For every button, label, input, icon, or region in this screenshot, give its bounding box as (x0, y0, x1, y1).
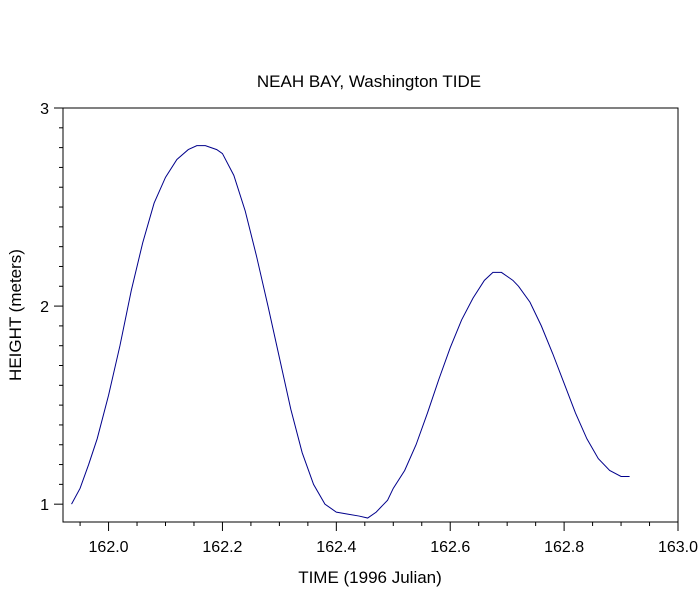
x-tick-label: 162.4 (316, 539, 356, 556)
x-tick-label: 162.2 (202, 539, 242, 556)
y-tick-label: 2 (40, 299, 49, 316)
x-tick-label: 162.6 (430, 539, 470, 556)
y-axis-label: HEIGHT (meters) (6, 249, 25, 381)
x-tick-label: 162.8 (544, 539, 584, 556)
plot-frame (62, 107, 679, 523)
x-tick-label: 163.0 (658, 539, 698, 556)
y-tick-label: 1 (40, 497, 49, 514)
x-tick-label: 162.0 (89, 539, 129, 556)
x-axis: 162.0 162.2 162.4 162.6 162.8 163.0 (79, 522, 698, 556)
x-axis-label: TIME (1996 Julian) (298, 568, 442, 587)
tide-height-line (71, 145, 630, 519)
y-tick-label: 3 (40, 101, 49, 118)
y-axis: 1 2 3 (40, 101, 63, 514)
chart-title: NEAH BAY, Washington TIDE (257, 72, 481, 91)
